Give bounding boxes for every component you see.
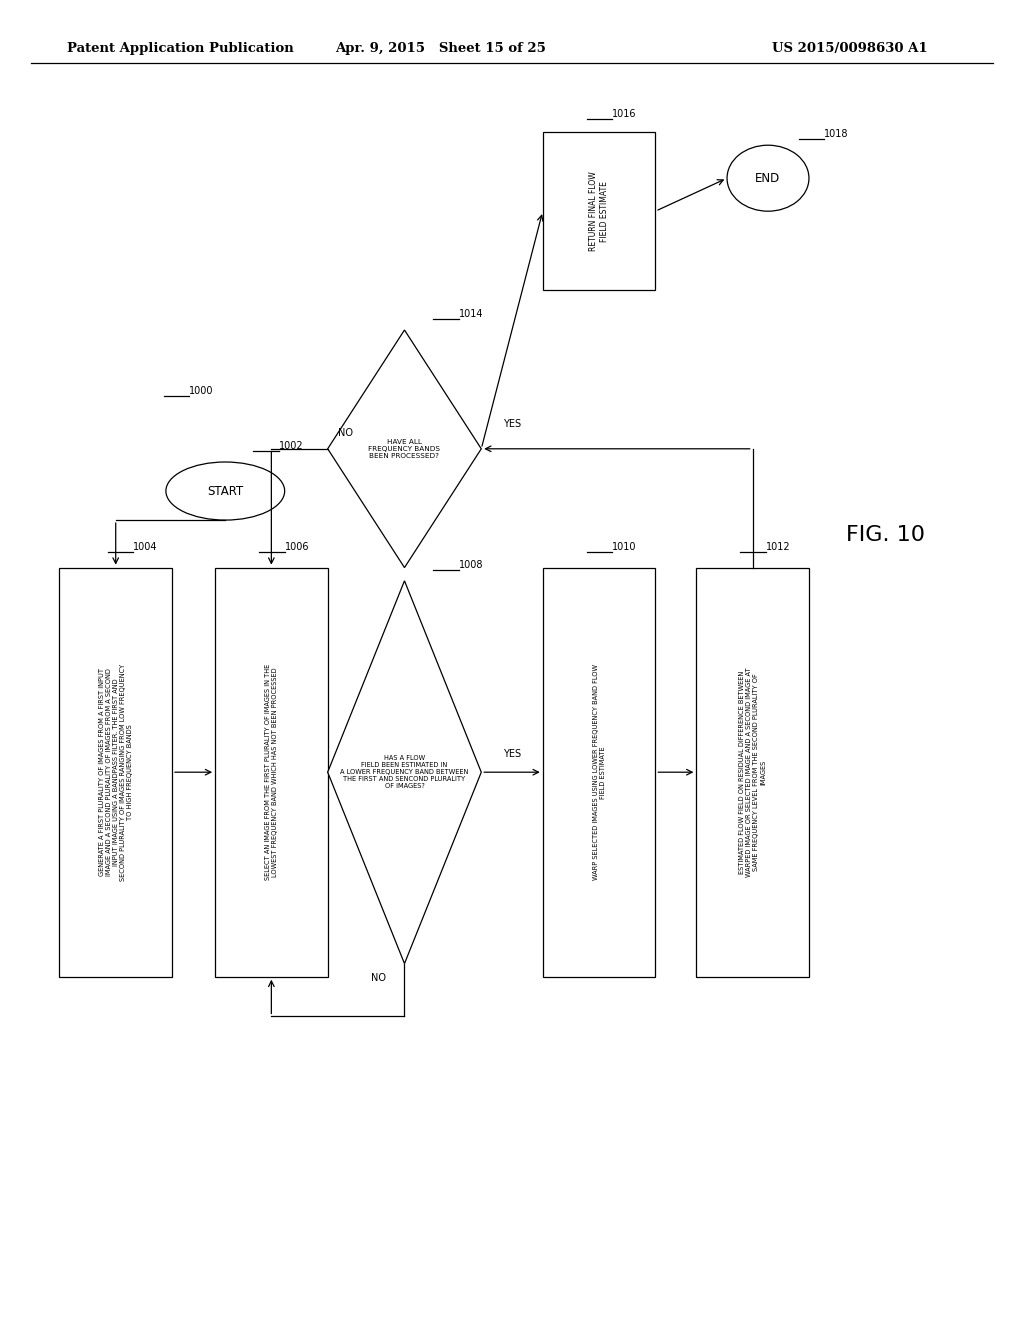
- Text: 1000: 1000: [189, 385, 214, 396]
- Text: HAS A FLOW
FIELD BEEN ESTIMATED IN
A LOWER FREQUENCY BAND BETWEEN
THE FIRST AND : HAS A FLOW FIELD BEEN ESTIMATED IN A LOW…: [340, 755, 469, 789]
- Text: RETURN FINAL FLOW
FIELD ESTIMATE: RETURN FINAL FLOW FIELD ESTIMATE: [590, 172, 608, 251]
- Text: ESTIMATED FLOW FIELD ON RESIDUAL DIFFERENCE BETWEEN
WARPED IMAGE OR SELECTED IMA: ESTIMATED FLOW FIELD ON RESIDUAL DIFFERE…: [739, 668, 766, 876]
- FancyBboxPatch shape: [543, 132, 655, 290]
- Text: 1018: 1018: [824, 128, 849, 139]
- Ellipse shape: [166, 462, 285, 520]
- Text: 1016: 1016: [612, 108, 637, 119]
- Text: GENERATE A FIRST PLURALITY OF IMAGES FROM A FIRST INPUT
IMAGE AND A SECOND PLURA: GENERATE A FIRST PLURALITY OF IMAGES FRO…: [98, 664, 133, 880]
- Text: START: START: [207, 484, 244, 498]
- Polygon shape: [328, 581, 481, 964]
- FancyBboxPatch shape: [215, 568, 328, 977]
- Ellipse shape: [727, 145, 809, 211]
- Text: END: END: [756, 172, 780, 185]
- Text: HAVE ALL
FREQUENCY BANDS
BEEN PROCESSED?: HAVE ALL FREQUENCY BANDS BEEN PROCESSED?: [369, 438, 440, 459]
- Text: YES: YES: [503, 748, 521, 759]
- FancyBboxPatch shape: [543, 568, 655, 977]
- Text: 1002: 1002: [279, 441, 303, 451]
- Polygon shape: [328, 330, 481, 568]
- Text: NO: NO: [371, 973, 386, 983]
- Text: Apr. 9, 2015   Sheet 15 of 25: Apr. 9, 2015 Sheet 15 of 25: [335, 42, 546, 55]
- Text: FIG. 10: FIG. 10: [846, 524, 926, 545]
- Text: 1004: 1004: [133, 541, 158, 552]
- Text: US 2015/0098630 A1: US 2015/0098630 A1: [772, 42, 928, 55]
- Text: 1010: 1010: [612, 541, 637, 552]
- Text: 1006: 1006: [285, 541, 309, 552]
- Text: Patent Application Publication: Patent Application Publication: [67, 42, 293, 55]
- FancyBboxPatch shape: [59, 568, 172, 977]
- Text: 1014: 1014: [459, 309, 483, 319]
- FancyBboxPatch shape: [696, 568, 809, 977]
- Text: YES: YES: [503, 418, 521, 429]
- Text: WARP SELECTED IMAGES USING LOWER FREQUENCY BAND FLOW
FIELD ESTIMATE: WARP SELECTED IMAGES USING LOWER FREQUEN…: [593, 664, 605, 880]
- Text: 1012: 1012: [766, 541, 791, 552]
- Text: 1008: 1008: [459, 560, 483, 570]
- Text: NO: NO: [338, 428, 353, 438]
- Text: SELECT AN IMAGE FROM THE FIRST PLURALITY OF IMAGES IN THE
LOWEST FREQUENCY BAND : SELECT AN IMAGE FROM THE FIRST PLURALITY…: [265, 664, 278, 880]
